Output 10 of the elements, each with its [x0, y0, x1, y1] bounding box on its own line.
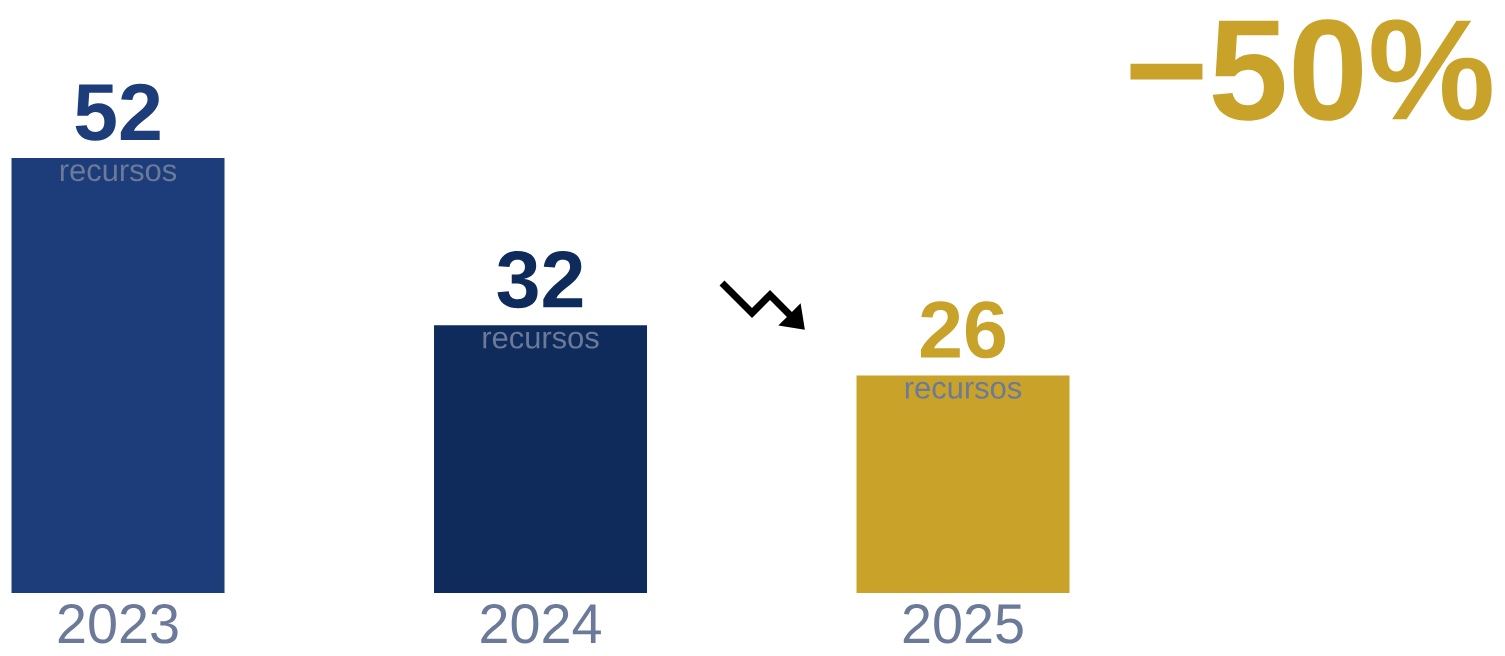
data-label: 52 [75, 83, 160, 141]
x-tick-label: 2024 [481, 604, 601, 644]
data-label: 32 [497, 250, 583, 309]
x-tick-label: 2025 [903, 604, 1023, 644]
annotation: recursos [483, 331, 599, 349]
annotation: recursos [60, 164, 177, 182]
x-tick-label: 2023 [58, 604, 178, 644]
data-label: 26 [920, 301, 1005, 359]
annotation: recursos [905, 381, 1022, 399]
text: −50% [1130, 19, 1492, 121]
